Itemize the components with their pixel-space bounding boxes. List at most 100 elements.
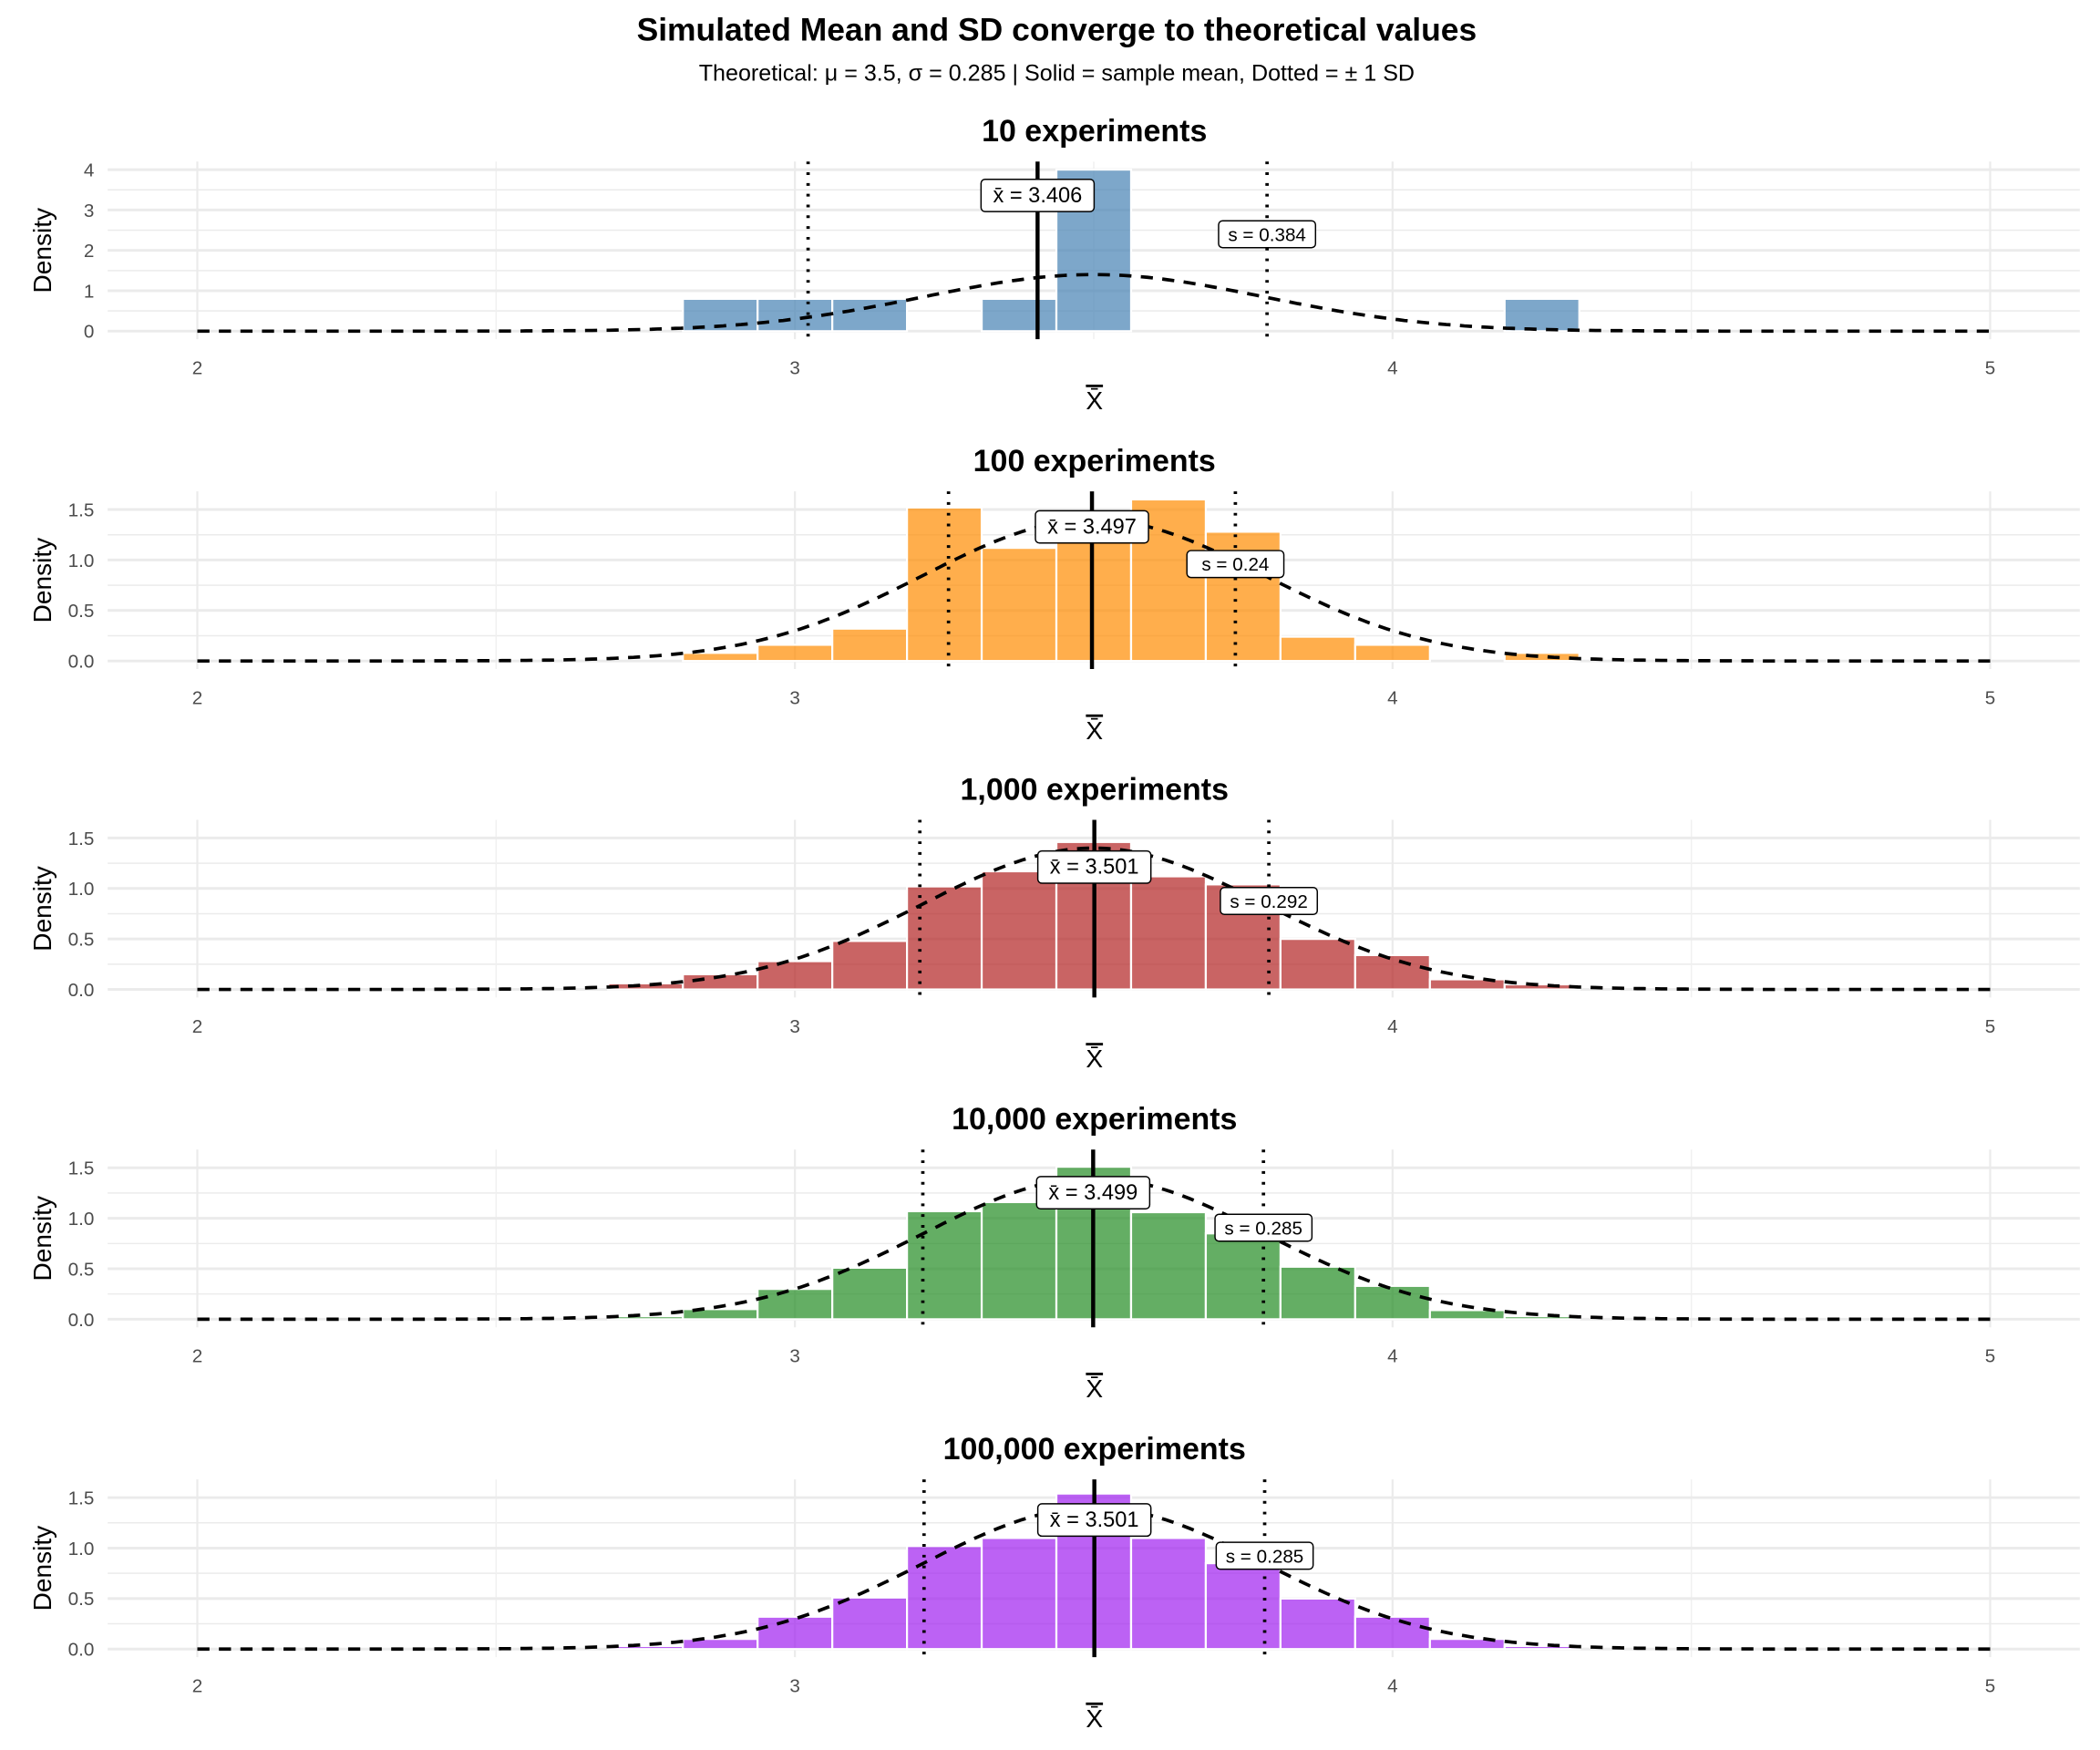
x-tick-label: 2: [192, 687, 202, 708]
x-axis-title: X̄: [1086, 386, 1103, 415]
histogram-bar: [905, 1210, 983, 1321]
histogram-bar: [1354, 1284, 1431, 1321]
y-axis-title: Density: [28, 866, 57, 952]
x-axis-title: X̄: [1086, 1374, 1103, 1403]
histogram-bar: [1129, 1537, 1208, 1651]
panel-title: 100,000 experiments: [943, 1432, 1246, 1467]
y-tick-label: 0.0: [68, 652, 95, 673]
x-tick-label: 5: [1985, 1675, 1996, 1696]
y-tick-label: 0: [84, 322, 94, 343]
sd-label: s = 0.292: [1230, 891, 1308, 912]
figure-title: Simulated Mean and SD converge to theore…: [637, 11, 1477, 47]
mean-label: x̄ = 3.497: [1047, 515, 1137, 539]
panel-title: 10,000 experiments: [952, 1102, 1237, 1137]
mean-label: x̄ = 3.499: [1048, 1181, 1138, 1205]
x-tick-label: 3: [789, 358, 799, 379]
y-tick-label: 0.0: [68, 980, 95, 1001]
histogram-bar: [1354, 953, 1431, 991]
x-tick-label: 5: [1985, 358, 1996, 379]
histogram-bar: [1428, 1309, 1506, 1321]
histogram-bar: [1279, 1597, 1356, 1651]
sd-label-box: [1220, 886, 1319, 916]
panel-4: 10,000 experiments 0.0 0.5 1.0 1.5 2 3 4 5 x̄ = 3…: [28, 1102, 2080, 1403]
y-axis-title: Density: [28, 1526, 57, 1611]
histogram-bar: [980, 297, 1058, 333]
histogram-bar: [905, 1545, 983, 1651]
panel-title: 10 experiments: [982, 114, 1207, 149]
x-tick-label: 3: [789, 1346, 799, 1367]
histogram-bar: [757, 960, 834, 991]
y-tick-label: 1.5: [68, 829, 95, 849]
mean-label-box: [1035, 510, 1149, 544]
y-tick-label: 0.0: [68, 1640, 95, 1661]
histogram-bar: [1129, 1210, 1208, 1321]
histogram-bar: [607, 1314, 685, 1321]
histogram-bar: [980, 1200, 1058, 1321]
y-tick-label: 1.5: [68, 1158, 95, 1179]
figure-subtitle: Theoretical: μ = 3.5, σ = 0.285 | Solid …: [699, 61, 1415, 87]
histogram-bar: [831, 1266, 909, 1321]
histogram-bar: [757, 1288, 834, 1321]
x-tick-label: 3: [789, 687, 799, 708]
histogram-bar: [1279, 938, 1356, 991]
sd-label-box: [1186, 550, 1285, 579]
panel-3: 1,000 experiments 0.0 0.5 1.0 1.5 2 3 4 5 x̄ = 3.…: [28, 772, 2080, 1073]
histogram-bar: [831, 1596, 909, 1651]
x-tick-label: 4: [1387, 358, 1398, 379]
histogram-bar: [1129, 498, 1208, 663]
histogram-bar: [831, 297, 909, 333]
histogram-bar: [1354, 1615, 1431, 1651]
x-tick-label: 3: [789, 1675, 799, 1696]
y-tick-label: 0.5: [68, 1589, 95, 1610]
y-axis-title: Density: [28, 208, 57, 293]
mean-label: x̄ = 3.501: [1050, 856, 1139, 880]
panels: 10 experiments 0 1 2 3 4 2 3 4 5 x̄ = 3.406 s = 0.3…: [28, 114, 2080, 1733]
x-axis-title: X̄: [1086, 1704, 1103, 1733]
panel-1: 10 experiments 0 1 2 3 4 2 3 4 5 x̄ = 3.406 s = 0.3…: [28, 114, 2080, 415]
panel-title: 100 experiments: [973, 444, 1216, 479]
sd-label: s = 0.285: [1226, 1546, 1304, 1567]
sd-label-box: [1215, 1541, 1314, 1570]
x-axis-title: X̄: [1086, 716, 1103, 745]
histogram-bar: [757, 297, 834, 333]
sd-label: s = 0.24: [1201, 554, 1269, 575]
x-tick-label: 2: [192, 1016, 202, 1037]
histogram-bar: [607, 1644, 685, 1651]
x-tick-label: 4: [1387, 1016, 1398, 1037]
x-tick-label: 4: [1387, 687, 1398, 708]
histogram-bar: [1204, 1561, 1282, 1651]
histogram-bar: [1503, 297, 1580, 333]
y-tick-label: 1.0: [68, 1209, 95, 1230]
histogram-bar: [1279, 635, 1356, 663]
histogram-bar: [682, 652, 759, 663]
y-tick-label: 1.0: [68, 1539, 95, 1560]
mean-label-box: [1036, 1503, 1152, 1538]
y-tick-label: 4: [84, 160, 94, 180]
x-tick-label: 2: [192, 358, 202, 379]
mean-label-box: [1035, 1176, 1151, 1210]
y-axis-title: Density: [28, 538, 57, 623]
histogram-bar: [1354, 643, 1431, 663]
histogram-bar: [1428, 1638, 1506, 1651]
y-tick-label: 1.0: [68, 879, 95, 900]
y-tick-label: 1: [84, 281, 94, 302]
x-tick-label: 5: [1985, 1346, 1996, 1367]
mean-label: x̄ = 3.406: [993, 184, 1082, 208]
histogram-bar: [980, 547, 1058, 663]
x-tick-label: 2: [192, 1675, 202, 1696]
histogram-bar: [905, 885, 983, 991]
mean-label-box: [1036, 849, 1152, 884]
y-axis-title: Density: [28, 1196, 57, 1282]
y-tick-label: 1.0: [68, 551, 95, 571]
sd-label: s = 0.285: [1224, 1218, 1302, 1239]
panel-2: 100 experiments 0.0 0.5 1.0 1.5 2 3 4 5 x̄ = 3.49…: [28, 444, 2080, 745]
histogram-bar: [980, 1537, 1058, 1651]
sd-label-box: [1214, 1213, 1313, 1242]
y-tick-label: 2: [84, 241, 94, 262]
y-tick-label: 0.5: [68, 930, 95, 951]
x-tick-label: 5: [1985, 1016, 1996, 1037]
mean-label-box: [980, 178, 1096, 212]
panel-title: 1,000 experiments: [961, 772, 1229, 807]
x-tick-label: 3: [789, 1016, 799, 1037]
y-tick-label: 0.5: [68, 1259, 95, 1280]
